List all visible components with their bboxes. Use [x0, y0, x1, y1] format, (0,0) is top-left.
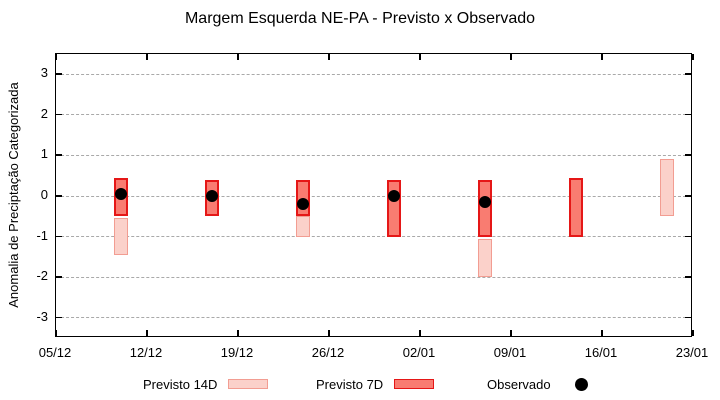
- legend-item-previsto-7d: Previsto 7D: [316, 373, 435, 395]
- plot-area: [55, 53, 694, 337]
- y-tick-mark: [56, 276, 62, 278]
- y-tick-mark: [56, 235, 62, 238]
- previsto-14d-bar: [114, 218, 128, 255]
- y-tick-mark: [685, 235, 691, 238]
- x-tick-label: 23/01: [675, 345, 709, 360]
- observado-point: [297, 198, 309, 211]
- legend-label-observado: Observado: [487, 376, 551, 392]
- x-tick-mark: [692, 54, 694, 60]
- gridline: [56, 73, 691, 75]
- x-tick-mark: [55, 54, 57, 60]
- x-tick-mark: [419, 54, 421, 60]
- x-tick-mark: [692, 330, 694, 336]
- previsto-14d-bar: [296, 216, 310, 237]
- observado-point: [479, 196, 491, 209]
- observado-point: [388, 190, 400, 202]
- x-tick-mark: [237, 330, 239, 336]
- x-tick-mark: [601, 54, 603, 60]
- x-tick-mark: [237, 54, 239, 60]
- x-tick-mark: [419, 330, 421, 336]
- observado-point: [206, 190, 218, 202]
- y-tick-mark: [56, 113, 62, 116]
- x-tick-mark: [146, 330, 148, 336]
- x-tick-mark: [328, 54, 330, 60]
- gridline: [56, 317, 691, 319]
- x-tick-label: 02/01: [402, 345, 436, 360]
- y-tick-mark: [56, 316, 62, 319]
- previsto-7d-bar: [478, 179, 492, 237]
- x-tick-label: 09/01: [493, 345, 527, 360]
- x-tick-label: 26/12: [311, 345, 345, 360]
- y-tick-mark: [56, 154, 62, 156]
- previsto-14d-bar: [478, 238, 492, 278]
- y-tick-mark: [685, 195, 691, 197]
- y-tick-mark: [685, 73, 691, 75]
- previsto-7d-bar: [569, 177, 583, 237]
- y-tick-label: 3: [40, 65, 48, 81]
- y-tick-mark: [685, 113, 691, 116]
- y-tick-label: -1: [36, 227, 48, 243]
- y-tick-mark: [685, 154, 691, 156]
- previsto-14d-swatch: [228, 379, 269, 389]
- x-tick-label: 16/01: [584, 345, 618, 360]
- x-tick-mark: [510, 330, 512, 336]
- y-tick-mark: [56, 195, 62, 197]
- gridline: [56, 154, 691, 156]
- y-tick-label: -3: [36, 308, 48, 324]
- gridline: [56, 236, 691, 238]
- x-tick-mark: [146, 54, 148, 60]
- y-tick-mark: [685, 316, 691, 319]
- legend-item-previsto-14d: Previsto 14D: [143, 373, 269, 395]
- y-tick-label: 2: [40, 105, 48, 121]
- legend-label-previsto-7d: Previsto 7D: [316, 376, 384, 392]
- gridline: [56, 114, 691, 116]
- x-tick-mark: [510, 54, 512, 60]
- legend: Previsto 14D Previsto 7D Observado: [0, 373, 720, 395]
- y-tick-mark: [56, 73, 62, 75]
- y-tick-label: -2: [36, 268, 48, 284]
- x-tick-label: 12/12: [129, 345, 163, 360]
- gridline: [56, 195, 691, 197]
- previsto-7d-swatch: [394, 379, 435, 389]
- y-tick-label: 0: [40, 187, 48, 202]
- legend-label-previsto-14d: Previsto 14D: [143, 376, 218, 392]
- x-tick-mark: [55, 330, 57, 336]
- y-tick-mark: [685, 276, 691, 278]
- gridline: [56, 276, 691, 278]
- previsto-7d-bar: [387, 179, 401, 237]
- x-tick-label: 19/12: [220, 345, 254, 360]
- previsto-14d-bar: [660, 159, 674, 217]
- legend-item-observado: Observado: [487, 373, 588, 395]
- x-tick-label: 05/12: [38, 345, 72, 360]
- x-tick-mark: [328, 330, 330, 336]
- observado-point: [115, 187, 127, 200]
- chart-title: Margem Esquerda NE-PA - Previsto x Obser…: [184, 10, 536, 27]
- y-tick-label: 1: [40, 146, 48, 162]
- x-tick-mark: [601, 330, 603, 336]
- observado-legend-dot: [574, 377, 588, 391]
